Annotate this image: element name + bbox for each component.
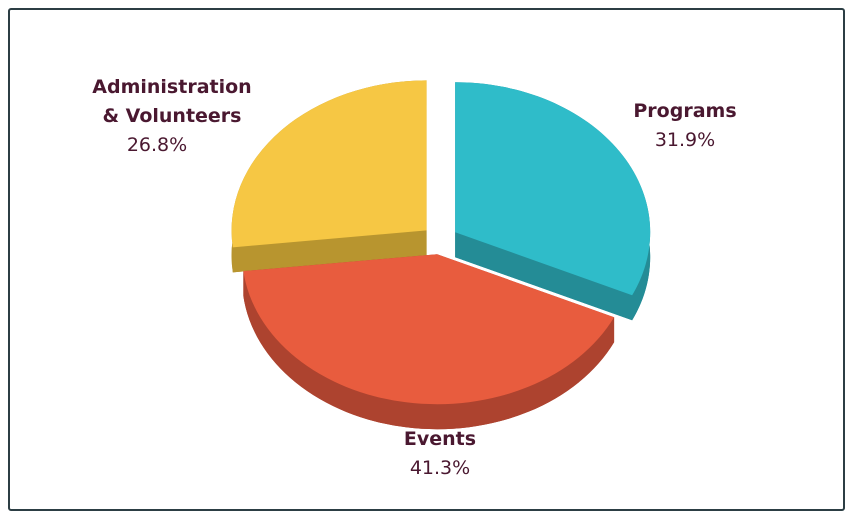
slice: [455, 82, 651, 296]
slice: [231, 80, 427, 248]
slice-label: Administration & Volunteers 26.8%: [85, 73, 260, 160]
slice-wall: [455, 232, 633, 321]
value-label: 41.3%: [409, 457, 471, 479]
slice: [243, 254, 615, 405]
slice-side: [243, 271, 615, 430]
value-label: 31.9%: [654, 129, 716, 151]
category-label: Events: [403, 428, 477, 450]
slice-label: Programs 31.9%: [605, 97, 765, 155]
category-label: Administration & Volunteers: [92, 76, 252, 127]
value-label: 26.8%: [126, 134, 188, 156]
slice-wall: [232, 230, 427, 273]
slice-label: Events 41.3%: [360, 425, 520, 483]
category-label: Programs: [633, 100, 737, 122]
chart-frame: [8, 8, 845, 511]
